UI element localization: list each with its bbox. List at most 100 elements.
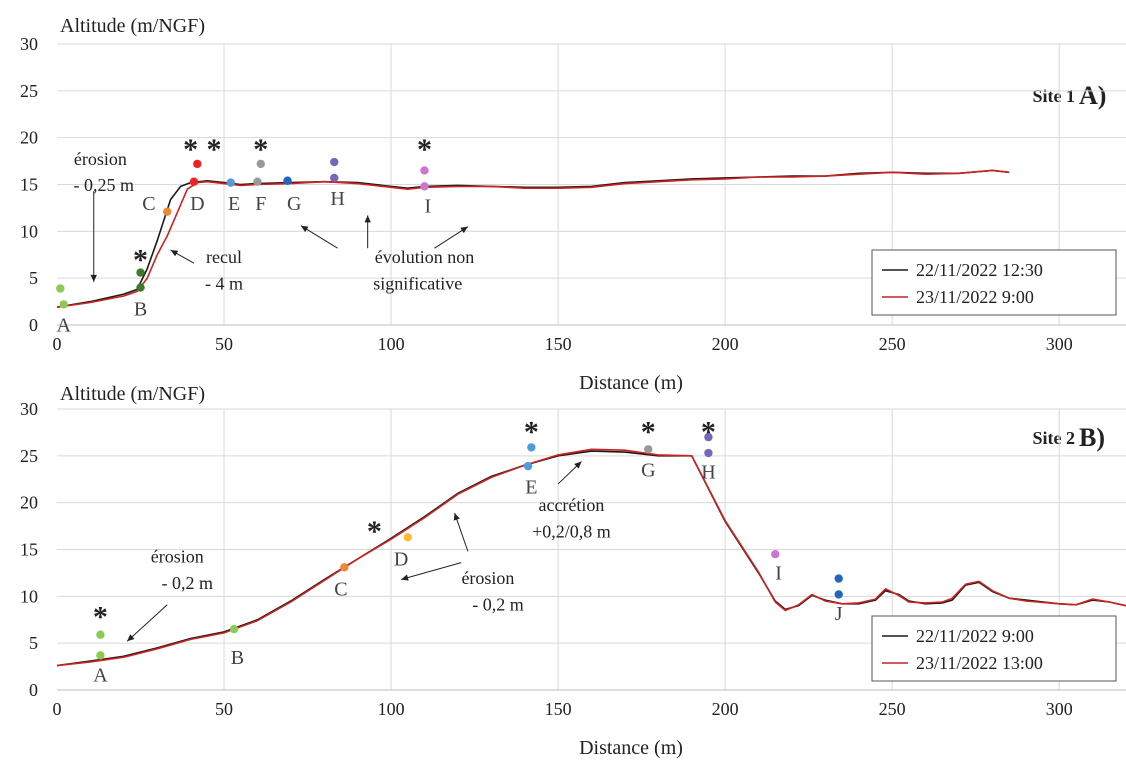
point-letter: F xyxy=(255,193,266,215)
annotation-text: significative xyxy=(373,273,462,293)
x-axis-title-a: Distance (m) xyxy=(579,372,683,394)
y-tick-label: 10 xyxy=(20,221,38,241)
point-letter: H xyxy=(701,461,715,483)
annotation-text: accrétion xyxy=(538,495,604,515)
survey-point-marker xyxy=(704,448,713,458)
panel-label-b: B) xyxy=(1079,423,1105,452)
y-axis-title-a: Altitude (m/NGF) xyxy=(60,15,205,37)
point-letter: C xyxy=(142,193,155,215)
annotations-b: A B C D E G H I J * * * * * érosion - 0,2 m accrétion +0,… xyxy=(93,416,843,687)
legend-entry-label: 23/11/2022 9:00 xyxy=(916,287,1034,307)
point-letter: E xyxy=(228,193,240,215)
point-letter: B xyxy=(134,299,147,321)
x-tick-label: 0 xyxy=(53,334,62,354)
survey-point-marker xyxy=(330,157,339,167)
annotation-arrow-line xyxy=(126,604,168,642)
survey-point-marker xyxy=(229,624,239,634)
survey-point-marker xyxy=(136,283,145,292)
survey-point-marker xyxy=(340,563,349,572)
x-tick-label: 250 xyxy=(879,699,906,719)
survey-point-marker xyxy=(834,574,843,583)
point-letter: I xyxy=(775,562,782,584)
y-tick-label: 5 xyxy=(29,268,38,288)
survey-point-marker xyxy=(644,445,653,454)
y-tick-label: 0 xyxy=(29,680,38,700)
asterisk-mark: * xyxy=(641,416,656,449)
point-letter: C xyxy=(334,578,347,600)
asterisk-mark: * xyxy=(133,244,148,277)
survey-point-marker xyxy=(163,207,172,216)
asterisk-mark: * xyxy=(701,416,716,449)
legend-entry-label: 22/11/2022 9:00 xyxy=(916,626,1034,646)
point-letter: E xyxy=(525,476,537,498)
y-tick-label: 0 xyxy=(29,315,38,335)
y-tick-label: 5 xyxy=(29,633,38,653)
annotation-text: - 0,25 m xyxy=(74,175,135,195)
survey-point-marker xyxy=(420,166,429,175)
asterisk-mark: * xyxy=(207,133,222,166)
asterisk-mark: * xyxy=(93,600,108,633)
annotation-arrow-line xyxy=(400,562,462,580)
legend-a: 22/11/2022 12:30 23/11/2022 9:00 xyxy=(871,249,1117,316)
survey-point-marker xyxy=(189,177,199,186)
survey-point-marker xyxy=(253,177,262,186)
series-line-2 xyxy=(56,169,1010,308)
y-tick-label: 30 xyxy=(20,399,38,419)
point-letter: I xyxy=(424,196,431,218)
point-letter: G xyxy=(287,193,301,215)
legend-box xyxy=(871,249,1117,316)
x-tick-label: 300 xyxy=(1046,699,1073,719)
annotation-text: évolution non xyxy=(375,247,475,267)
survey-point-marker xyxy=(283,176,292,185)
asterisk-mark: * xyxy=(183,133,198,166)
point-letter: B xyxy=(231,647,244,669)
x-tick-label: 150 xyxy=(545,699,572,719)
annotation-arrow-head xyxy=(453,512,460,521)
point-letter: A xyxy=(93,665,108,687)
y-tick-label: 25 xyxy=(20,446,38,466)
x-tick-label: 250 xyxy=(879,334,906,354)
asterisk-mark: * xyxy=(367,515,382,548)
point-letter: D xyxy=(190,193,204,215)
asterisk-mark: * xyxy=(253,133,268,166)
point-letter: J xyxy=(835,603,843,625)
legend-entry-label: 23/11/2022 13:00 xyxy=(916,653,1043,673)
survey-point-marker xyxy=(771,549,780,559)
x-axis-title-b: Distance (m) xyxy=(579,737,683,759)
annotation-arrow-head xyxy=(170,250,179,257)
legend-entry-label: 22/11/2022 12:30 xyxy=(916,260,1043,280)
annotation-arrow-head xyxy=(300,225,309,233)
point-letter: H xyxy=(330,188,344,210)
survey-point-marker xyxy=(96,630,105,639)
asterisk-mark: * xyxy=(524,416,539,449)
x-tick-label: 50 xyxy=(215,334,233,354)
survey-point-marker xyxy=(256,159,265,169)
asterisk-mark: * xyxy=(417,133,432,166)
y-tick-label: 20 xyxy=(20,128,38,148)
chart-site-1: Altitude (m/NGF) Distance (m) Site 1 A) … xyxy=(20,15,1126,394)
survey-point-marker xyxy=(834,590,843,599)
x-tick-label: 0 xyxy=(53,699,62,719)
survey-point-marker xyxy=(56,284,65,293)
annotation-arrow-head xyxy=(364,215,371,223)
series-lines-a xyxy=(56,169,1010,308)
series-line-2 xyxy=(56,448,1126,667)
x-tick-label: 100 xyxy=(378,334,405,354)
survey-point-marker xyxy=(193,159,202,169)
survey-point-marker xyxy=(330,173,339,183)
y-tick-label: 10 xyxy=(20,586,38,606)
annotation-arrow-head xyxy=(90,274,97,282)
survey-point-marker xyxy=(527,443,536,452)
y-axis-title-b: Altitude (m/NGF) xyxy=(60,383,205,405)
y-tick-label: 20 xyxy=(20,493,38,513)
panel-label-a: A) xyxy=(1079,81,1106,110)
survey-point-marker xyxy=(96,651,105,660)
x-tick-label: 150 xyxy=(545,334,572,354)
y-tick-label: 25 xyxy=(20,81,38,101)
survey-point-marker xyxy=(523,461,533,471)
x-tick-label: 200 xyxy=(712,699,739,719)
annotation-text: - 0,2 m xyxy=(472,594,524,614)
legend-b: 22/11/2022 9:00 23/11/2022 13:00 xyxy=(871,615,1117,682)
y-tick-label: 15 xyxy=(20,540,38,560)
